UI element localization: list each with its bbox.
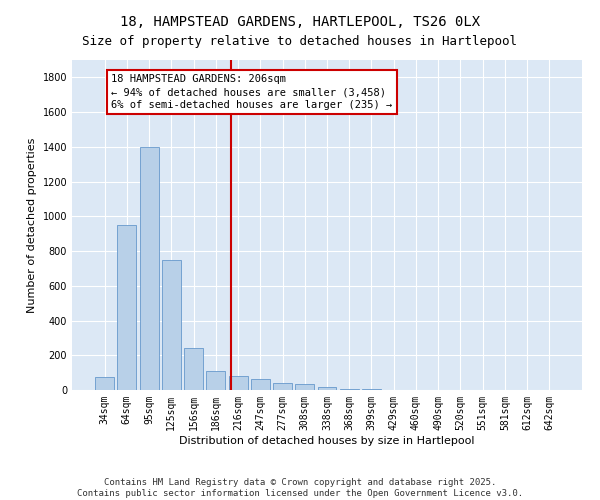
Bar [340, 389, 359, 390]
Bar [317, 386, 337, 390]
Bar [251, 378, 270, 390]
Bar [206, 371, 225, 390]
X-axis label: Distribution of detached houses by size in Hartlepool: Distribution of detached houses by size … [179, 436, 475, 446]
Bar [295, 384, 314, 390]
Text: 18 HAMPSTEAD GARDENS: 206sqm
← 94% of detached houses are smaller (3,458)
6% of : 18 HAMPSTEAD GARDENS: 206sqm ← 94% of de… [112, 74, 392, 110]
Bar [184, 348, 203, 390]
Y-axis label: Number of detached properties: Number of detached properties [27, 138, 37, 312]
Bar [118, 225, 136, 390]
Text: Size of property relative to detached houses in Hartlepool: Size of property relative to detached ho… [83, 35, 517, 48]
Text: Contains HM Land Registry data © Crown copyright and database right 2025.
Contai: Contains HM Land Registry data © Crown c… [77, 478, 523, 498]
Bar [273, 383, 292, 390]
Bar [95, 377, 114, 390]
Text: 18, HAMPSTEAD GARDENS, HARTLEPOOL, TS26 0LX: 18, HAMPSTEAD GARDENS, HARTLEPOOL, TS26 … [120, 15, 480, 29]
Bar [229, 376, 248, 390]
Bar [162, 260, 181, 390]
Bar [140, 147, 158, 390]
